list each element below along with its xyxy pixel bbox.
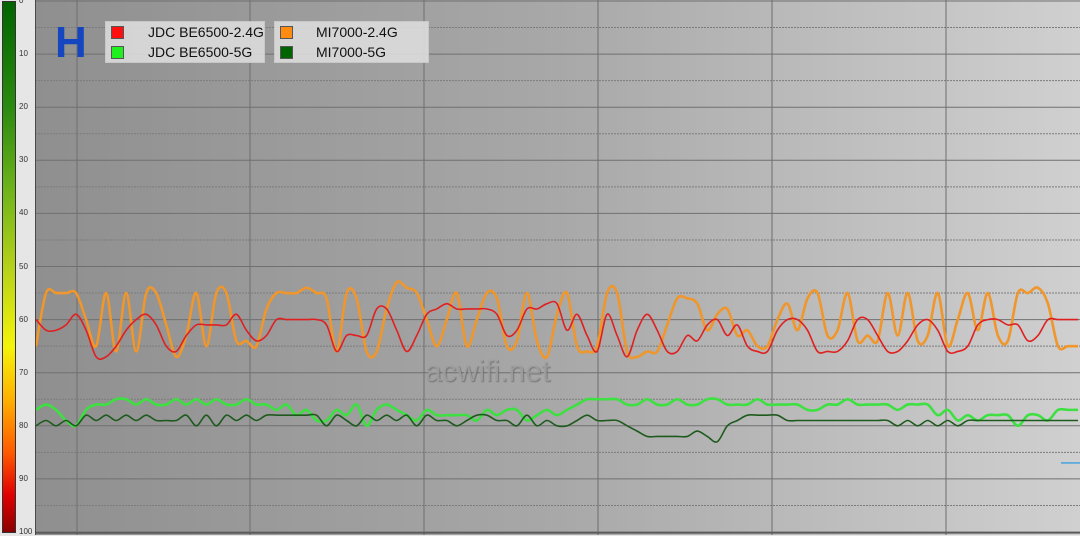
series-line [35, 397, 1078, 428]
y-tick-label: 80 [19, 420, 28, 430]
grid-lines [35, 0, 1080, 535]
plot-background [35, 0, 1080, 535]
y-tick-label: 0 [19, 0, 24, 5]
chart-marker-letter: H [55, 18, 87, 67]
series-line [35, 413, 1078, 443]
y-tick-label: 70 [19, 367, 28, 377]
legend-label: JDC BE6500-5G [148, 44, 253, 60]
y-tick-label: 10 [19, 49, 28, 59]
y-tick-label: 50 [19, 261, 28, 271]
line-chart [35, 0, 1080, 535]
y-tick-label: 100 [19, 527, 33, 536]
watermark-text: acwifi.net [425, 355, 551, 388]
legend-swatch-orange-icon [280, 25, 293, 39]
legend-label: JDC BE6500-2.4G [148, 24, 264, 40]
legend-box-left: JDC BE6500-2.4G JDC BE6500-5G [105, 21, 265, 63]
chart-plot-area [35, 0, 1080, 535]
series-line [35, 300, 1078, 360]
legend-label: MI7000-2.4G [316, 24, 398, 40]
series-line [35, 280, 1078, 360]
legend-swatch-red-icon [111, 25, 124, 39]
legend-item-jdc-24g: JDC BE6500-2.4G [106, 22, 264, 42]
legend-item-mi-5g: MI7000-5G [275, 42, 428, 62]
y-axis-ticks: 0 10 20 30 40 50 60 70 80 90 100 [18, 0, 36, 536]
y-tick-label: 90 [19, 473, 28, 483]
legend-swatch-darkgreen-icon [280, 45, 293, 59]
legend-label: MI7000-5G [316, 44, 387, 60]
legend-swatch-green-icon [111, 45, 124, 59]
signal-color-scale [2, 1, 16, 533]
series-lines [35, 280, 1080, 464]
y-tick-label: 60 [19, 314, 28, 324]
legend-box-right: MI7000-2.4G MI7000-5G [274, 21, 429, 63]
legend-item-jdc-5g: JDC BE6500-5G [106, 42, 264, 62]
y-tick-label: 40 [19, 208, 28, 218]
y-tick-label: 30 [19, 155, 28, 165]
y-tick-label: 20 [19, 102, 28, 112]
legend-item-mi-24g: MI7000-2.4G [275, 22, 428, 42]
